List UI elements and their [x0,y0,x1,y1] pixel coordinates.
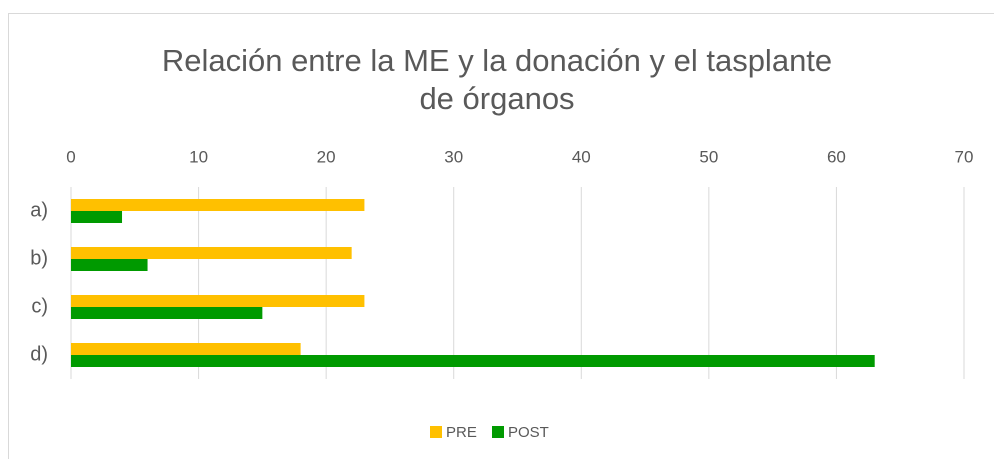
bar [71,247,352,259]
bar [71,343,301,355]
bar [71,259,148,271]
bar [71,355,875,367]
y-tick-label: a) [30,199,48,221]
x-tick-label: 30 [444,147,463,166]
x-tick-label: 70 [955,147,974,166]
x-tick-label: 60 [827,147,846,166]
y-tick-label: c) [31,295,48,317]
legend-label: POST [508,424,549,441]
chart-border [8,13,994,459]
legend-label: PRE [446,424,477,441]
x-tick-label: 10 [189,147,208,166]
y-tick-label: d) [30,343,48,365]
bar [71,307,263,319]
bar [71,211,123,223]
bar [71,295,365,307]
legend-swatch [430,426,442,438]
y-tick-label: b) [30,247,48,269]
x-tick-label: 50 [699,147,718,166]
bar [71,199,365,211]
x-tick-label: 0 [66,147,75,166]
x-tick-label: 20 [317,147,336,166]
chart-title: Relación entre la ME y la donación y el … [161,43,833,116]
x-tick-label: 40 [572,147,591,166]
legend-swatch [492,426,504,438]
